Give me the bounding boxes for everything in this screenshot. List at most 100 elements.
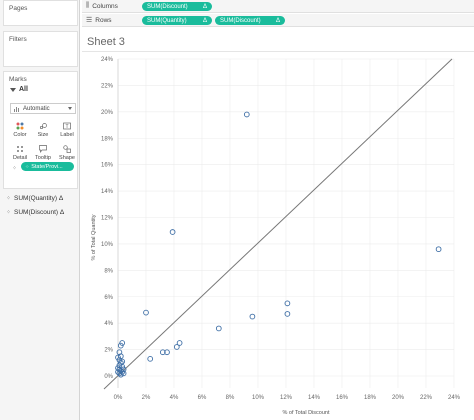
y-tick-label: 6% (104, 295, 113, 301)
scatter-point[interactable] (284, 311, 291, 317)
label-icon: T (63, 122, 71, 130)
rows-pill-quantity-label: SUM(Quantity) (147, 17, 187, 24)
delta-icon: Δ (275, 17, 280, 24)
rows-shelf[interactable]: ☰ Rows SUM(Quantity) Δ SUM(Discount) Δ (82, 14, 474, 27)
color-palette-icon (16, 122, 24, 130)
y-tick-label: 2% (104, 348, 113, 354)
label-button-label: Label (60, 132, 74, 138)
bar-chart-icon (14, 106, 20, 112)
size-icon (39, 123, 47, 130)
scatter-point[interactable] (215, 325, 222, 332)
size-button-label: Size (37, 132, 49, 138)
scatter-chart: 0% 2% 4% 6% 8% 10% 12% 14% 16% 18% 20% 22% 24% 0% 2% 4… (91, 57, 461, 416)
y-tick-label: 14% (101, 189, 114, 195)
filters-card[interactable]: Filters (3, 31, 78, 67)
tooltip-button-label: Tooltip (35, 155, 51, 161)
x-tick-label: 24% (448, 395, 461, 401)
y-axis-title: % of Total Quantity (91, 214, 97, 260)
columns-label-text: Columns (92, 2, 118, 10)
color-button-label: Color (13, 132, 27, 138)
scatter-point[interactable] (176, 340, 183, 346)
scatter-point[interactable] (116, 370, 123, 377)
shape-icon (63, 145, 71, 153)
scatter-point[interactable] (173, 344, 180, 350)
sheet-area (82, 51, 474, 420)
scatter-point[interactable] (164, 349, 170, 356)
y-tick-label: 16% (101, 163, 114, 169)
measure-field-quantity[interactable]: ⁘ SUM(Quantity) Δ (6, 193, 63, 203)
scatter-point[interactable] (117, 342, 124, 349)
scatter-point[interactable] (169, 229, 176, 235)
columns-shelf[interactable]: ⫼ Columns SUM(Discount) Δ (82, 0, 474, 13)
x-tick-label: 14% (308, 395, 321, 401)
pages-card[interactable]: Pages (3, 0, 78, 26)
rows-pill-discount[interactable]: SUM(Discount) Δ (215, 16, 285, 25)
marks-all-row[interactable]: All (10, 86, 28, 93)
color-button[interactable]: Color (10, 119, 30, 139)
x-tick-label: 10% (252, 395, 265, 401)
tooltip-icon (39, 145, 47, 153)
scatter-point[interactable] (143, 309, 149, 316)
pages-title: Pages (9, 5, 28, 12)
svg-text:T: T (65, 124, 68, 130)
detail-button[interactable]: Detail (10, 142, 30, 162)
scatter-point[interactable] (284, 300, 291, 307)
scatter-point[interactable] (147, 355, 154, 362)
scatter-point[interactable] (115, 365, 121, 371)
delta-icon: Δ (202, 3, 207, 10)
measure-icon: ⁘ (6, 209, 12, 216)
grid (117, 58, 455, 388)
mark-type-value: Automatic (23, 105, 50, 112)
scatter-point[interactable] (249, 313, 256, 320)
measure-field-quantity-label: SUM(Quantity) Δ (14, 194, 64, 202)
y-tick-label: 0% (104, 374, 113, 380)
scatter-point[interactable] (120, 370, 127, 377)
y-tick-label: 18% (101, 136, 114, 142)
measure-field-discount[interactable]: ⁘ SUM(Discount) Δ (6, 207, 64, 217)
y-tick-label: 22% (101, 83, 114, 89)
tooltip-button[interactable]: Tooltip (33, 142, 53, 162)
scatter-point[interactable] (119, 358, 126, 365)
y-tick-label: 8% (104, 268, 113, 274)
columns-pill-discount[interactable]: SUM(Discount) Δ (142, 2, 212, 11)
scatter-point[interactable] (435, 246, 442, 253)
scatter-point[interactable] (159, 349, 166, 356)
detail-button-label: Detail (12, 155, 28, 161)
measure-icon: ⁘ (6, 195, 12, 202)
y-axis: 0% 2% 4% 6% 8% 10% 12% 14% 16% 18% 20% 22% 24% (101, 57, 114, 380)
scatter-point[interactable] (115, 354, 121, 361)
x-axis: 0% 2% 4% 6% 8% 10% 12% 14% 16% 18% 20% 22% 24% (114, 395, 461, 401)
size-button[interactable]: Size (33, 119, 53, 139)
expand-triangle-icon (10, 87, 16, 92)
filters-title: Filters (9, 36, 27, 43)
sheet-title: Sheet 3 (87, 36, 125, 48)
detail-pill-icon: ⁘ (25, 163, 30, 170)
y-tick-label: 12% (101, 216, 114, 222)
x-tick-label: 2% (142, 395, 151, 401)
mark-type-dropdown[interactable]: Automatic (10, 103, 76, 114)
marks-all-label: All (19, 86, 28, 93)
left-panel: Pages Filters Marks All Automatic Color (0, 0, 80, 420)
scatter-point[interactable] (243, 111, 250, 118)
y-tick-label: 10% (101, 242, 114, 248)
shape-button[interactable]: Shape (57, 142, 77, 162)
x-tick-label: 4% (170, 395, 179, 401)
scatter-point[interactable] (115, 369, 121, 375)
rows-pill-quantity[interactable]: SUM(Quantity) Δ (142, 16, 212, 25)
state-province-pill[interactable]: ⁘ State/Provi... (21, 162, 74, 171)
scatter-point[interactable] (120, 366, 127, 373)
rows-pill-discount-label: SUM(Discount) (220, 17, 261, 24)
y-tick-label: 20% (101, 110, 114, 116)
rows-label-text: Rows (95, 16, 112, 24)
x-axis-title: % of Total Discount (283, 410, 330, 416)
x-tick-label: 22% (420, 395, 433, 401)
label-button[interactable]: T Label (57, 119, 77, 139)
detail-indicator-icon: ⁘ (12, 166, 18, 172)
state-province-pill-label: State/Provi... (31, 163, 63, 170)
rows-icon: ☰ (86, 17, 93, 24)
x-tick-label: 20% (392, 395, 405, 401)
columns-pill-discount-label: SUM(Discount) (147, 3, 188, 10)
y-tick-label: 24% (101, 57, 114, 63)
shape-button-label: Shape (59, 155, 75, 161)
y-tick-label: 4% (104, 321, 113, 327)
